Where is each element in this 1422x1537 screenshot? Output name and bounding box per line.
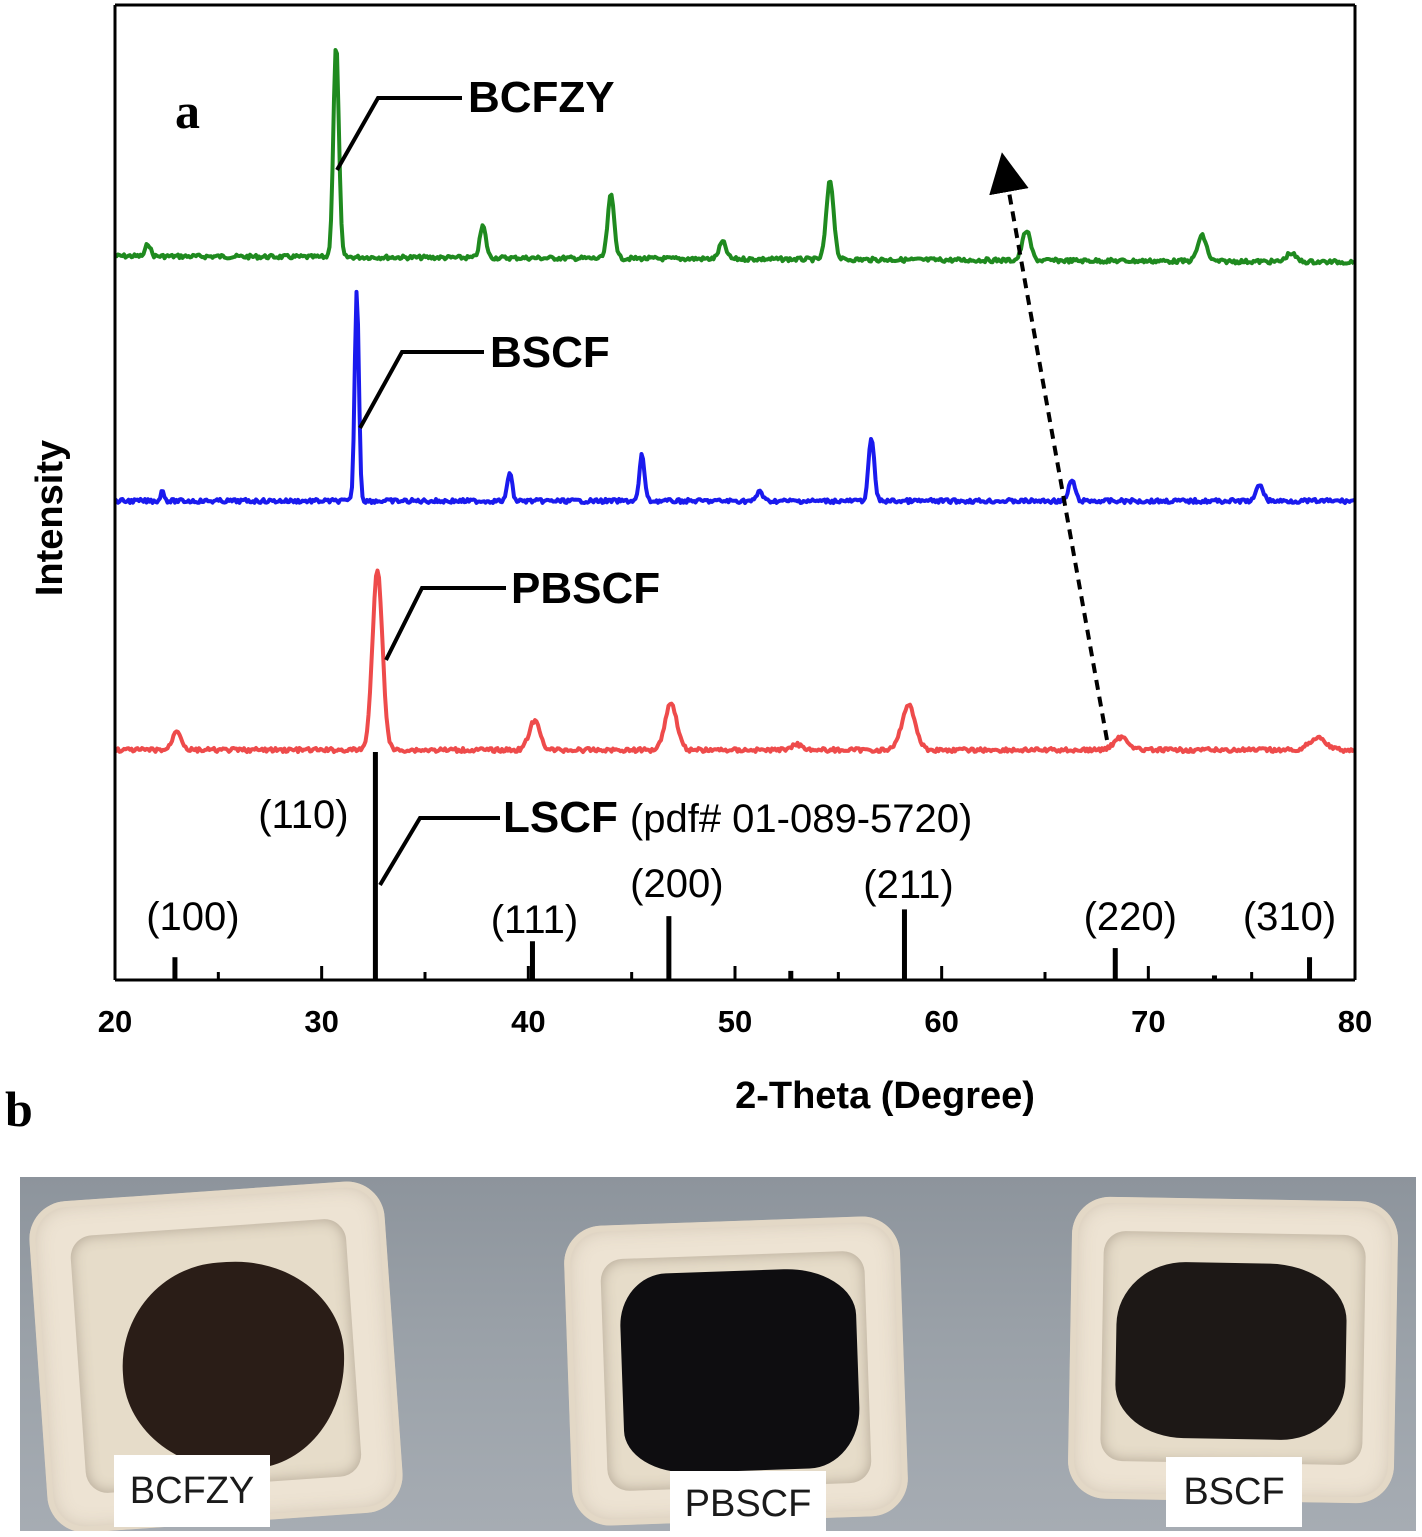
reference-name: LSCF — [503, 793, 618, 842]
shift-arrow — [989, 152, 1109, 741]
x-tick-label-50: 50 — [718, 1004, 752, 1039]
series-line-pbscf — [114, 568, 1356, 754]
hkl-label-100: (100) — [146, 895, 239, 939]
powder-photo: BCFZY PBSCF BSCF — [20, 1177, 1416, 1531]
hkl-label-310: (310) — [1243, 895, 1336, 939]
leader-line-lscf — [378, 816, 500, 887]
panel-letter-a: a — [175, 83, 200, 139]
x-tick-label-40: 40 — [511, 1004, 545, 1039]
hkl-label-200: (200) — [630, 862, 723, 906]
series-line-bcfzy — [114, 48, 1356, 266]
x-tick-label-70: 70 — [1131, 1004, 1165, 1039]
hkl-label-110: (110) — [258, 793, 348, 837]
series-label-pbscf: PBSCF — [511, 564, 660, 613]
chart-axes: 20 30 40 50 60 70 80 2-Theta (Degree) Intensity — [29, 3, 1372, 1117]
xrd-chart: 20 30 40 50 60 70 802-Theta (Degree)Intensity … — [5, 3, 1372, 1137]
x-tick-label-60: 60 — [924, 1004, 958, 1039]
x-tick-label-80: 80 — [1338, 1004, 1372, 1039]
photo-label-bcfzy: BCFZY — [114, 1455, 270, 1527]
photo-label-bscf: BSCF — [1166, 1457, 1302, 1527]
series-label-bscf: BSCF — [490, 328, 610, 377]
powder-pbscf — [618, 1266, 862, 1475]
leader-line-pbscf — [384, 586, 506, 661]
leader-line-bscf — [358, 350, 484, 429]
reference-note: (pdf# 01-089-5720) — [630, 797, 972, 841]
x-axis-title: 2-Theta (Degree) — [735, 1075, 1035, 1117]
reference-label: LSCF (pdf# 01-089-5720) — [503, 793, 972, 842]
series-label-bcfzy: BCFZY — [468, 73, 615, 122]
leader-line-bcfzy — [335, 96, 462, 171]
panel-letter-b: b — [5, 1081, 33, 1137]
photo-label-pbscf: PBSCF — [670, 1471, 826, 1531]
x-tick-label-20: 20 — [98, 1004, 132, 1039]
xrd-traces — [113, 48, 1356, 754]
hkl-label-211: (211) — [863, 863, 953, 907]
chart-labels: (100) (110) (111) (200) (211) (220) (310) a b BCF… — [5, 73, 1336, 1137]
hkl-label-220: (220) — [1084, 895, 1177, 939]
powder-bscf — [1114, 1260, 1348, 1441]
hkl-label-111: (111) — [491, 898, 578, 942]
x-tick-label-30: 30 — [304, 1004, 338, 1039]
series-line-bscf — [113, 289, 1355, 505]
y-axis-title: Intensity — [29, 440, 71, 596]
lscf-reference-lines — [172, 752, 1313, 980]
